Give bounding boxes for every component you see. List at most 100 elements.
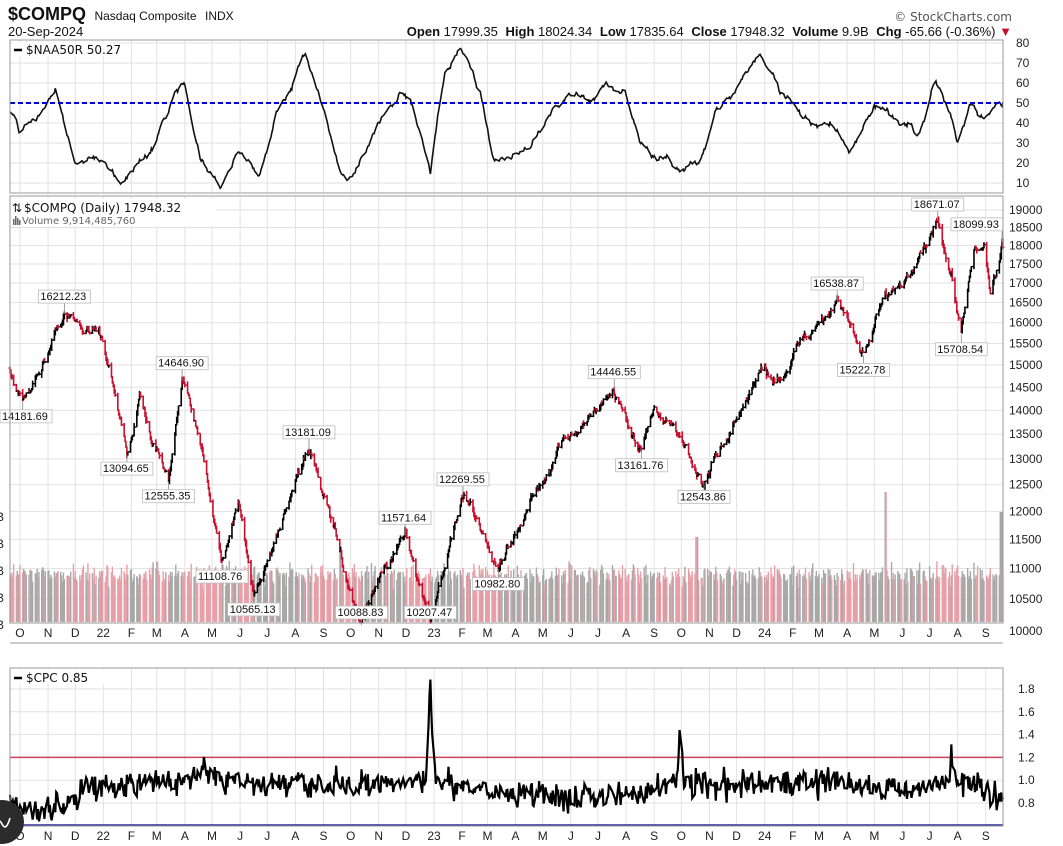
volume-bar: [484, 567, 487, 622]
volume-bar: [697, 580, 700, 622]
price-annotation-label: 13094.65: [103, 463, 149, 475]
naa50r-y-tick: 10: [1016, 176, 1030, 190]
volume-bar: [271, 570, 273, 622]
volume-bar: [455, 577, 458, 622]
volume-bar: [403, 577, 405, 622]
price-annotation-label: 10207.47: [406, 607, 452, 619]
volume-bar: [418, 574, 421, 622]
volume-bar: [651, 576, 654, 622]
volume-bar: [632, 564, 635, 622]
volume-bar: [275, 568, 278, 622]
price-y-tick: 10000: [1009, 624, 1043, 638]
volume-bar: [37, 576, 39, 622]
volume-bars: [9, 492, 1004, 622]
x-tick-label: D: [402, 626, 411, 640]
volume-bar: [264, 579, 267, 622]
volume-bar: [336, 578, 338, 622]
volume-bar: [21, 572, 24, 622]
volume-bar: [81, 568, 84, 622]
volume-bar: [41, 570, 43, 622]
volume-bar: [596, 572, 598, 622]
volume-bar: [87, 563, 89, 622]
volume-bar: [771, 574, 773, 622]
volume-bar: [685, 581, 687, 622]
volume-bar: [688, 572, 691, 622]
volume-bar: [500, 572, 502, 622]
volume-bar: [790, 574, 792, 622]
volume-bar: [94, 583, 96, 622]
exchange: INDX: [205, 9, 234, 23]
annotation-box: [934, 342, 988, 357]
volume-bar: [571, 565, 573, 622]
volume-bar: [303, 577, 306, 622]
volume-bar: [225, 566, 228, 622]
volume-bar: [740, 571, 742, 622]
volume-bar: [742, 572, 744, 622]
volume-bar: [402, 572, 404, 622]
volume-bar: [830, 575, 832, 622]
volume-bar: [846, 570, 848, 622]
volume-bar: [145, 571, 147, 622]
volume-bar: [754, 578, 757, 622]
volume-bar: [803, 576, 806, 622]
volume-bar: [840, 580, 842, 622]
low-value: 17835.64: [630, 24, 684, 39]
volume-bar: [594, 575, 596, 622]
volume-bar: [773, 565, 776, 622]
volume-bar: [646, 583, 648, 622]
x-tick-label: N: [374, 829, 383, 843]
volume-bar: [374, 566, 376, 622]
volume-bar: [320, 566, 322, 622]
volume-bar: [855, 579, 857, 622]
price-annotation-label: 13161.76: [617, 460, 663, 472]
volume-bar: [945, 568, 947, 622]
volume-bar: [493, 566, 495, 622]
volume-bar: [481, 572, 483, 622]
volume-bar: [614, 575, 616, 622]
volume-bar: [523, 580, 525, 622]
volume-bar: [734, 569, 736, 622]
volume-bar: [557, 574, 559, 622]
x-tick-label: M: [152, 829, 162, 843]
volume-bar: [678, 576, 681, 622]
volume-bar: [524, 574, 527, 622]
price-annotation-label: 14181.69: [2, 411, 48, 423]
cpc-legend: $CPC 0.85: [26, 671, 88, 685]
volume-bar: [441, 586, 443, 622]
volume-bar: [469, 579, 471, 622]
volume-bar: [856, 574, 858, 622]
volume-bar: [485, 579, 488, 622]
volume-bar: [409, 577, 412, 622]
price-annotations: 14181.69 16212.23 13094.65 12555.35 14646.90…: [0, 197, 1004, 626]
volume-bar: [606, 572, 608, 622]
volume-bar: [190, 563, 192, 622]
volume-bar: [359, 581, 362, 622]
overlay-app-icon[interactable]: [0, 800, 24, 844]
volume-bar: [298, 573, 300, 622]
annotation-box: [282, 425, 336, 440]
volume-bar: [662, 575, 664, 622]
volume-bar: [983, 580, 985, 622]
x-tick-label: N: [44, 829, 53, 843]
volume-bar: [379, 579, 382, 622]
volume-bar: [241, 578, 243, 622]
volume-bar: [556, 575, 558, 622]
volume-bar: [871, 575, 874, 622]
volume-bar: [506, 581, 509, 622]
x-tick-label: S: [982, 626, 990, 640]
volume-bar: [361, 575, 364, 622]
volume-bar: [955, 575, 957, 622]
annotation-box: [837, 362, 890, 377]
volume-y-tick: B: [0, 618, 4, 632]
volume-bar: [408, 577, 411, 622]
x-tick-label: A: [954, 626, 962, 640]
volume-bar: [41, 567, 44, 622]
volume-bar: [664, 567, 666, 622]
volume-bar: [442, 572, 444, 622]
price-y-tick: 15000: [1009, 358, 1043, 372]
volume-bar: [831, 578, 833, 622]
volume-bar: [887, 576, 889, 622]
volume-bar: [88, 580, 90, 622]
volume-bar: [815, 570, 818, 622]
volume-bar: [702, 585, 704, 622]
